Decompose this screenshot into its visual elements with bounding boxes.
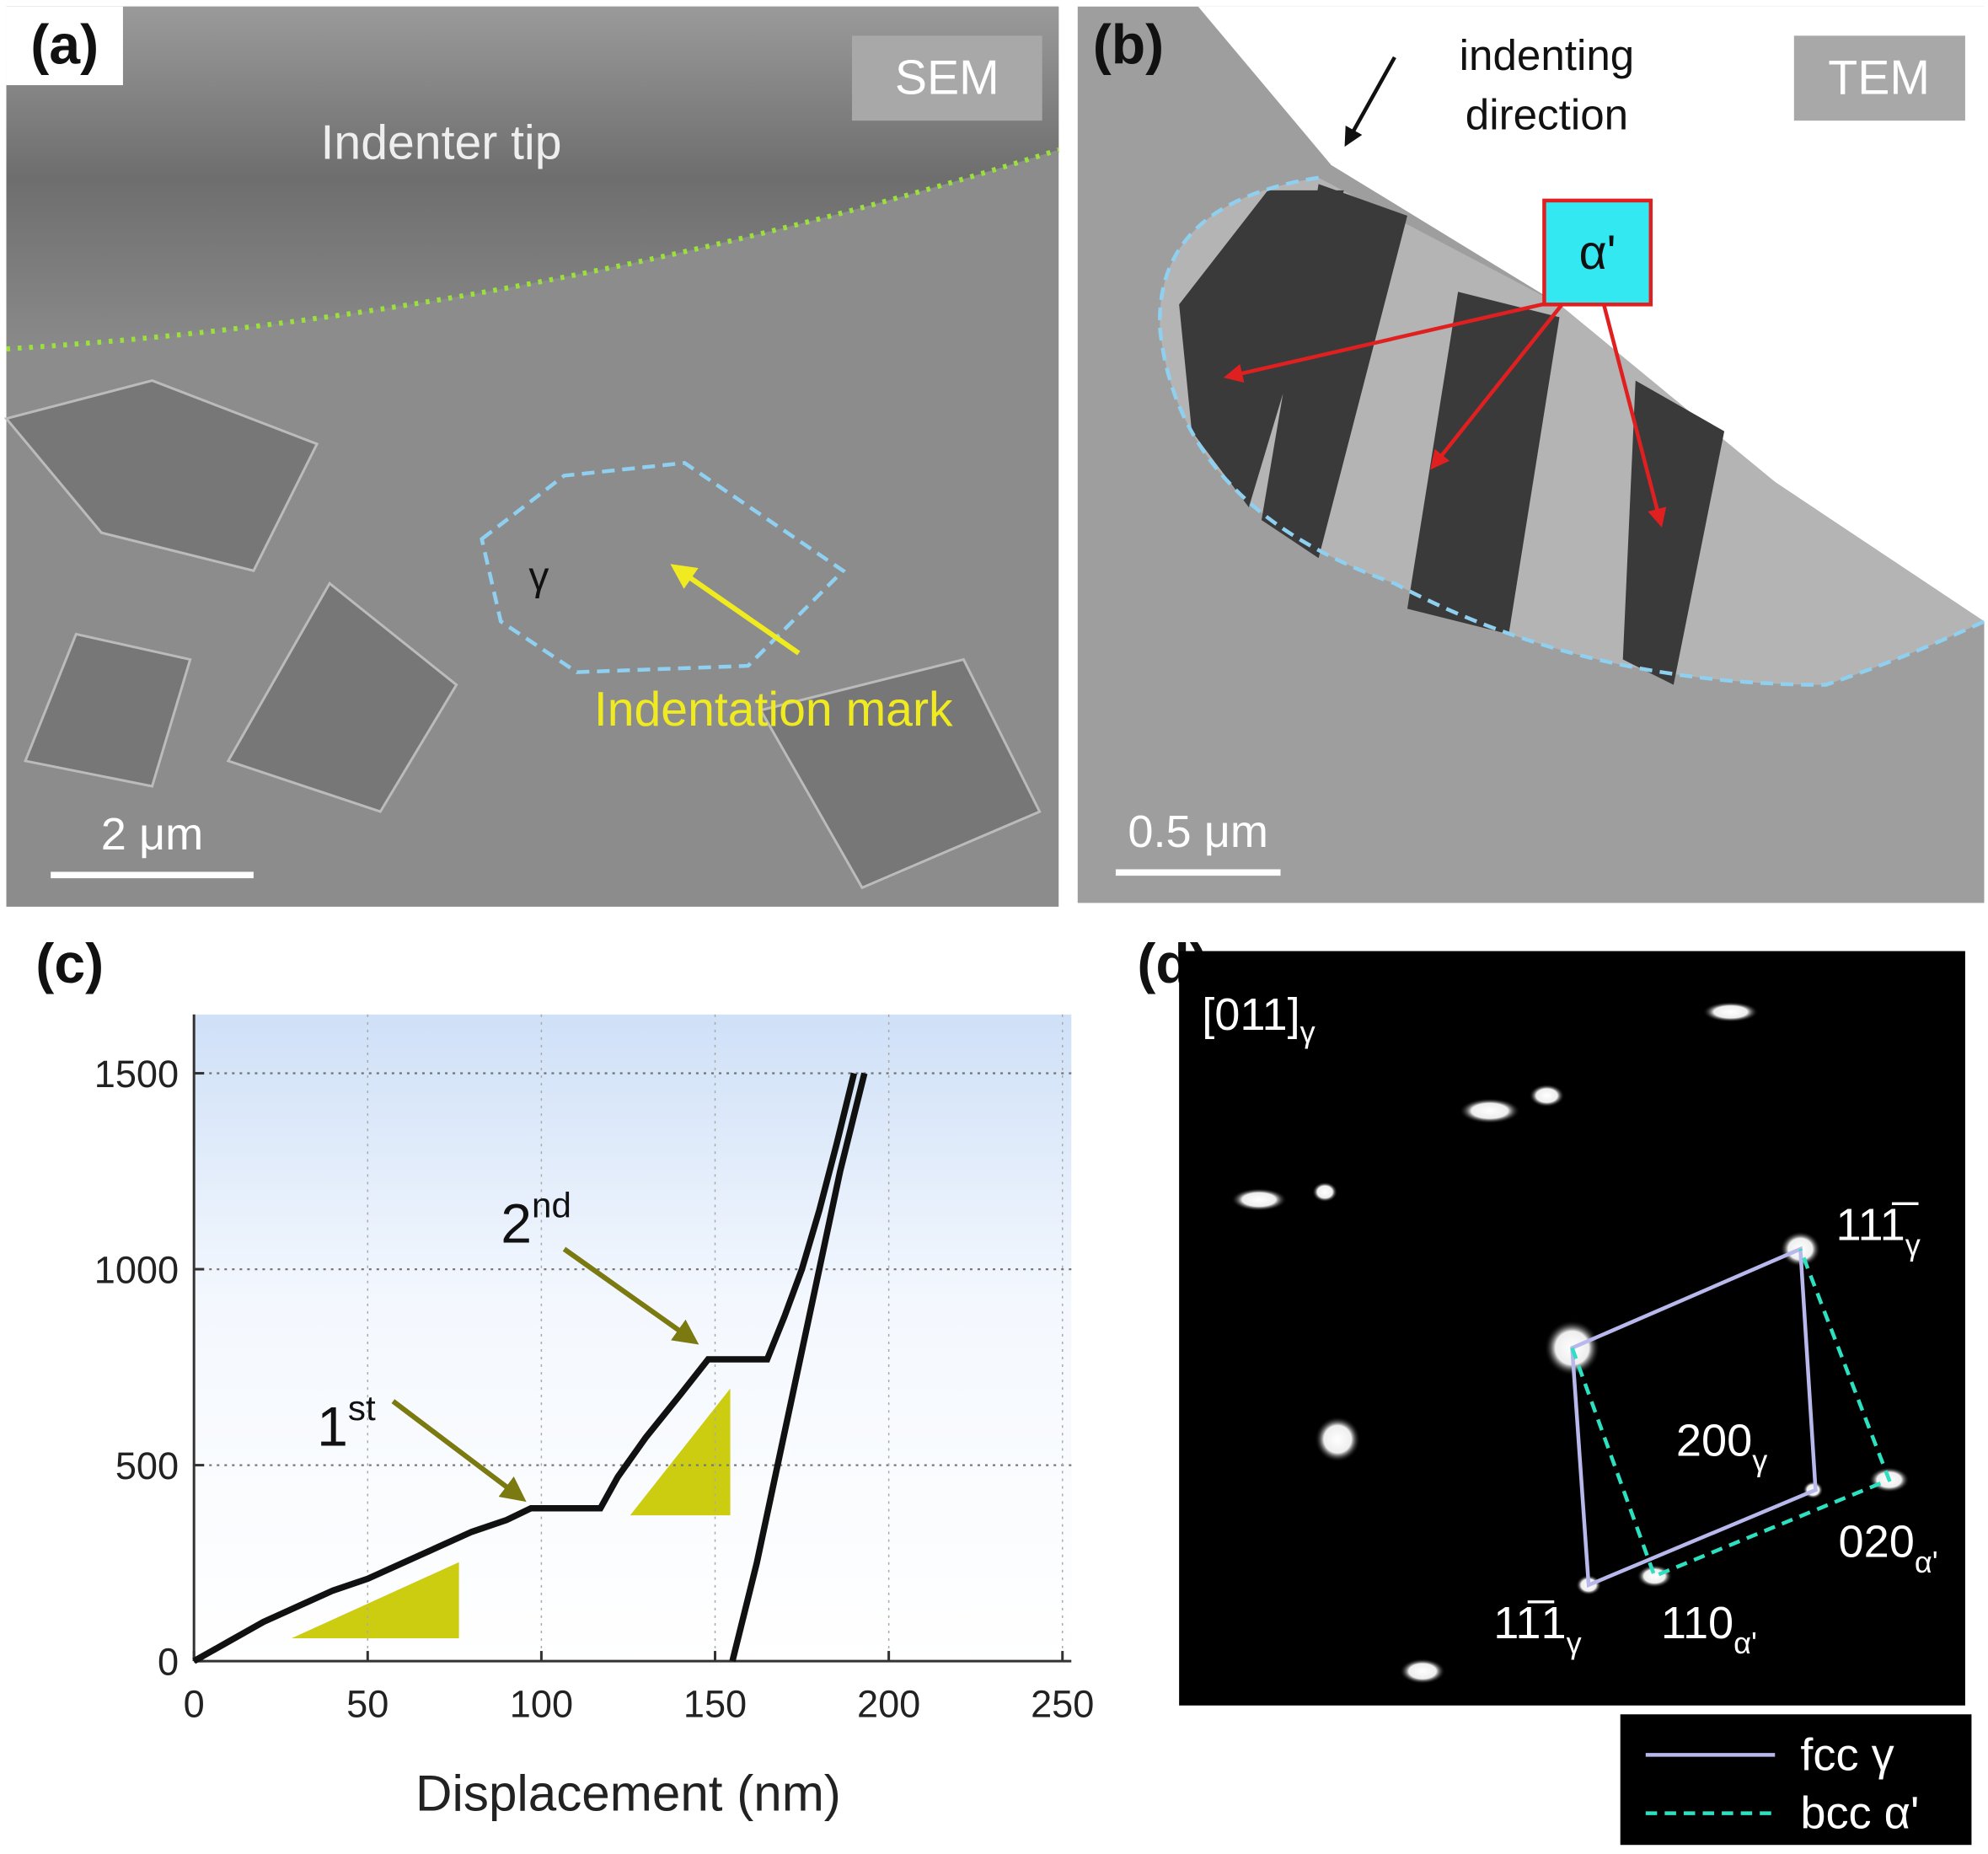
legend-label: bcc α' [1800, 1788, 1919, 1839]
annotation-main: 2 [501, 1193, 532, 1256]
spot-main: 020 [1838, 1517, 1914, 1567]
spot-label: 111̅γ [1835, 1200, 1920, 1262]
bcc-cell [1570, 1248, 1892, 1579]
x-tick-label: 50 [346, 1682, 388, 1725]
x-tick-label: 100 [510, 1682, 573, 1725]
annotation-arrow [391, 1399, 527, 1503]
panel-b: α' (b) TEM indenting direction 0.5 μm [1077, 6, 1985, 903]
annotation: 2nd [501, 1186, 571, 1256]
phase-arrow [1223, 296, 1571, 383]
legend-label: fcc γ [1800, 1729, 1894, 1780]
spot-sub: γ [1752, 1443, 1767, 1477]
tip-label: Indenter tip [321, 115, 562, 169]
y-tick-label: 500 [115, 1444, 179, 1487]
vacuum [1077, 6, 1985, 622]
badge [1793, 35, 1965, 121]
phase-box [1542, 198, 1653, 307]
grain-outline [480, 461, 846, 674]
label-box [6, 6, 123, 86]
legend [1620, 1714, 1972, 1846]
scale-label: 0.5 μm [1128, 806, 1268, 857]
grain-texture [3, 378, 1042, 890]
badge [852, 35, 1042, 121]
phase-arrow [1601, 303, 1667, 528]
y-tick-label: 1500 [94, 1053, 179, 1096]
zone-main: [011] [1202, 989, 1299, 1040]
panel-label: (b) [1093, 13, 1165, 76]
direction-label: indenting [1460, 31, 1635, 79]
panel-label: (a) [30, 13, 99, 76]
x-tick-label: 150 [683, 1682, 747, 1725]
badge-text: SEM [895, 51, 999, 105]
spot-sub: γ [1567, 1626, 1582, 1660]
spot-main: 111̅ [1835, 1200, 1918, 1251]
load-curve [192, 1072, 858, 1664]
annotation: 1st [317, 1388, 376, 1458]
badge-text: TEM [1828, 51, 1930, 105]
fcc-cell [1570, 1246, 1818, 1589]
panel-a: (a) SEM Indenter tip γ Indentation mark … [3, 6, 1060, 907]
x-tick-label: 200 [857, 1682, 920, 1725]
spot-main: 11̅1 [1493, 1598, 1566, 1648]
x-axis-label: Displacement (nm) [415, 1766, 841, 1822]
spot-sub: γ [1905, 1228, 1921, 1262]
spot-main: 110 [1661, 1598, 1733, 1648]
zone-sub: γ [1300, 1015, 1316, 1049]
plot-area [194, 1014, 1072, 1662]
x-tick-label: 250 [1031, 1682, 1094, 1725]
mark-label: Indentation mark [594, 683, 953, 737]
martensite-band [1179, 184, 1725, 685]
grain-label: γ [528, 554, 549, 599]
spot-main: 200 [1676, 1415, 1752, 1466]
spot-label: 11̅1γ [1493, 1598, 1581, 1660]
indenter-region [6, 6, 1059, 349]
y-tick-label: 1000 [94, 1249, 179, 1292]
scale-label: 2 μm [101, 809, 203, 860]
spot-label: 200γ [1676, 1415, 1767, 1477]
direction-label: direction [1466, 91, 1628, 139]
zone-outline [1158, 175, 1985, 687]
spot-sub: α' [1733, 1626, 1757, 1660]
slope-triangle [630, 1388, 731, 1516]
slope-triangle [292, 1562, 459, 1639]
y-tick-label: 0 [158, 1641, 179, 1684]
panel-d: (d) [011]γ 111̅γ 200γ 020α' 11̅1γ 110α' … [1137, 933, 1972, 1846]
annotation-arrow [562, 1246, 699, 1345]
phase-label: α' [1579, 226, 1616, 280]
annotation-sup: st [348, 1388, 376, 1428]
mark-arrow [670, 564, 801, 656]
panel-c: (c) 0 500 1000 1500 0 50 100 150 200 250 Displacem… [35, 933, 1094, 1821]
spot-sub: α' [1915, 1545, 1938, 1579]
annotation-sup: nd [532, 1186, 571, 1225]
spot-label: 020α' [1838, 1517, 1937, 1579]
panel-label: (c) [35, 933, 104, 995]
spot-label: 110α' [1661, 1598, 1757, 1660]
phase-arrow [1430, 303, 1564, 470]
zone-axis: [011]γ [1202, 989, 1315, 1049]
direction-arrow [1344, 56, 1396, 147]
load-curve [729, 1072, 868, 1662]
x-tick-label: 0 [184, 1682, 205, 1725]
annotation-main: 1 [317, 1396, 348, 1458]
